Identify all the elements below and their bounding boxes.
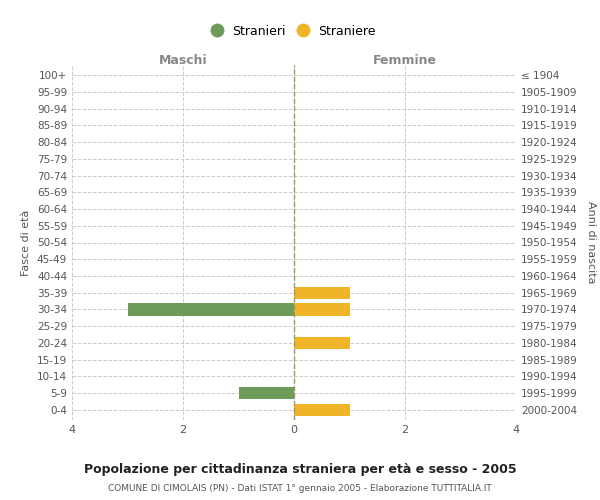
- Bar: [239, 387, 294, 399]
- Bar: [294, 286, 349, 299]
- Bar: [294, 304, 349, 316]
- Bar: [294, 337, 349, 349]
- Bar: [128, 304, 294, 316]
- Y-axis label: Anni di nascita: Anni di nascita: [586, 201, 596, 284]
- Bar: [294, 404, 349, 416]
- Text: Maschi: Maschi: [158, 54, 208, 66]
- Text: Popolazione per cittadinanza straniera per età e sesso - 2005: Popolazione per cittadinanza straniera p…: [83, 462, 517, 475]
- Text: COMUNE DI CIMOLAIS (PN) - Dati ISTAT 1° gennaio 2005 - Elaborazione TUTTITALIA.I: COMUNE DI CIMOLAIS (PN) - Dati ISTAT 1° …: [108, 484, 492, 493]
- Y-axis label: Fasce di età: Fasce di età: [22, 210, 31, 276]
- Text: Femmine: Femmine: [373, 54, 437, 66]
- Legend: Stranieri, Straniere: Stranieri, Straniere: [209, 22, 380, 42]
